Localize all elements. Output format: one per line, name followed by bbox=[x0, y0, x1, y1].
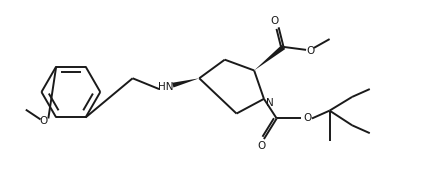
Text: O: O bbox=[258, 141, 266, 151]
Text: N: N bbox=[266, 98, 274, 108]
Polygon shape bbox=[254, 45, 285, 70]
Text: O: O bbox=[271, 16, 279, 26]
Polygon shape bbox=[172, 78, 199, 88]
Text: O: O bbox=[39, 116, 47, 126]
Text: HN: HN bbox=[158, 82, 174, 92]
Text: O: O bbox=[303, 114, 311, 123]
Text: O: O bbox=[307, 46, 315, 56]
